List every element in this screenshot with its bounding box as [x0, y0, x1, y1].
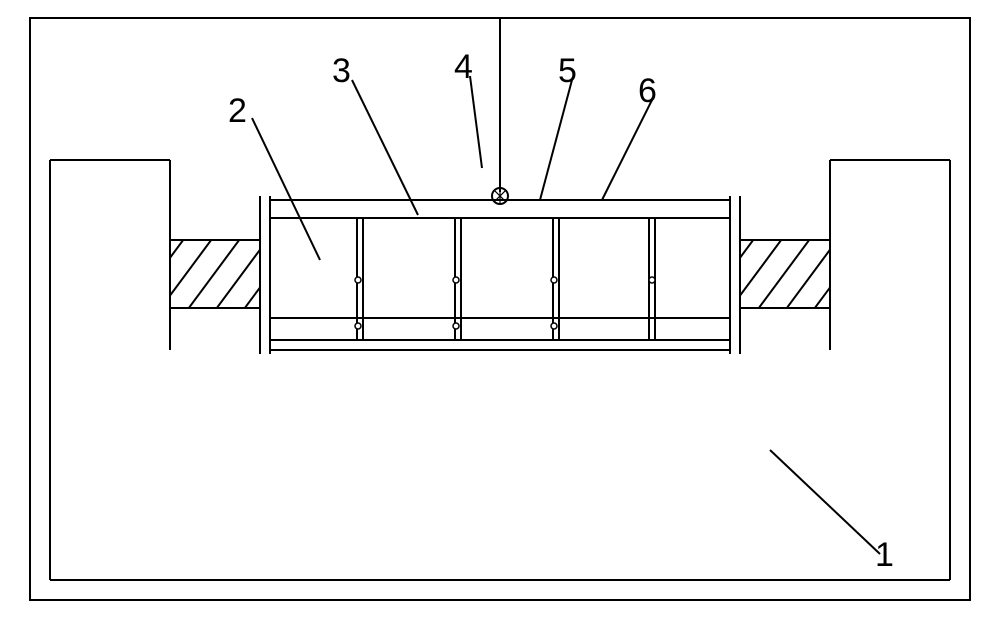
callout-label-3: 3	[332, 52, 351, 91]
diagram-svg	[0, 0, 1000, 617]
callout-label-1: 1	[875, 536, 894, 575]
callout-label-6: 6	[638, 72, 657, 111]
callout-label-4: 4	[454, 48, 473, 87]
callout-label-5: 5	[558, 52, 577, 91]
technical-diagram	[0, 0, 1000, 617]
callout-label-2: 2	[228, 92, 247, 131]
